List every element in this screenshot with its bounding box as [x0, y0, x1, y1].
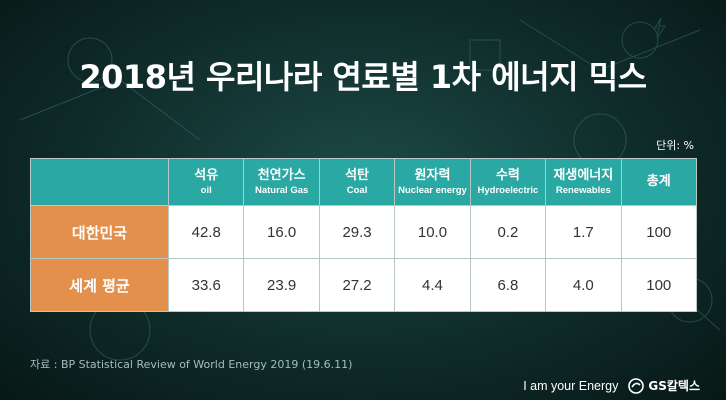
column-header-total: 총계 — [620, 158, 698, 206]
energy-mix-table: 석유 oil 천연가스 Natural Gas 석탄 Coal 원자력 Nuclear … — [30, 158, 698, 312]
table-cell: 100 — [620, 258, 698, 312]
table-cell: 29.3 — [318, 205, 396, 259]
table-cell: 42.8 — [167, 205, 245, 259]
row-label-korea: 대한민국 — [30, 205, 169, 259]
table-header-row: 석유 oil 천연가스 Natural Gas 석탄 Coal 원자력 Nuclear … — [30, 158, 698, 206]
source-note: 자료 : BP Statistical Review of World Ener… — [30, 358, 353, 371]
table-row: 대한민국 42.8 16.0 29.3 10.0 0.2 1.7 100 — [30, 205, 698, 259]
page-title: 2018년 우리나라 연료별 1차 에너지 믹스 — [79, 58, 647, 96]
table-cell: 23.9 — [243, 258, 320, 312]
table-cell: 33.6 — [167, 258, 245, 312]
column-header-coal: 석탄 Coal — [318, 158, 396, 206]
column-header-renewables: 재생에너지 Renewables — [545, 158, 622, 206]
gs-logo-icon — [628, 377, 645, 394]
column-header-nuclear: 원자력 Nuclear energy — [394, 158, 471, 206]
unit-label: 단위: % — [656, 139, 694, 152]
column-header-oil: 석유 oil — [167, 158, 245, 206]
row-label-world-average: 세계 평균 — [30, 258, 169, 312]
table-cell: 10.0 — [394, 205, 471, 259]
table-cell: 16.0 — [243, 205, 320, 259]
table-cell: 0.2 — [469, 205, 547, 259]
column-header-hydroelectric: 수력 Hydroelectric — [469, 158, 547, 206]
table-row: 세계 평균 33.6 23.9 27.2 4.4 6.8 4.0 100 — [30, 258, 698, 312]
table-cell: 4.0 — [545, 258, 622, 312]
table-cell: 1.7 — [545, 205, 622, 259]
table-cell: 4.4 — [394, 258, 471, 312]
column-header-natural-gas: 천연가스 Natural Gas — [243, 158, 320, 206]
brand-name: GS칼텍스 — [648, 379, 700, 393]
footer-brand: I am your Energy GS칼텍스 — [523, 377, 700, 394]
gs-caltex-logo: GS칼텍스 — [628, 377, 700, 394]
header-corner — [30, 158, 169, 206]
table-cell: 100 — [620, 205, 698, 259]
brand-slogan: I am your Energy — [523, 378, 619, 393]
table-cell: 27.2 — [318, 258, 396, 312]
table-cell: 6.8 — [469, 258, 547, 312]
